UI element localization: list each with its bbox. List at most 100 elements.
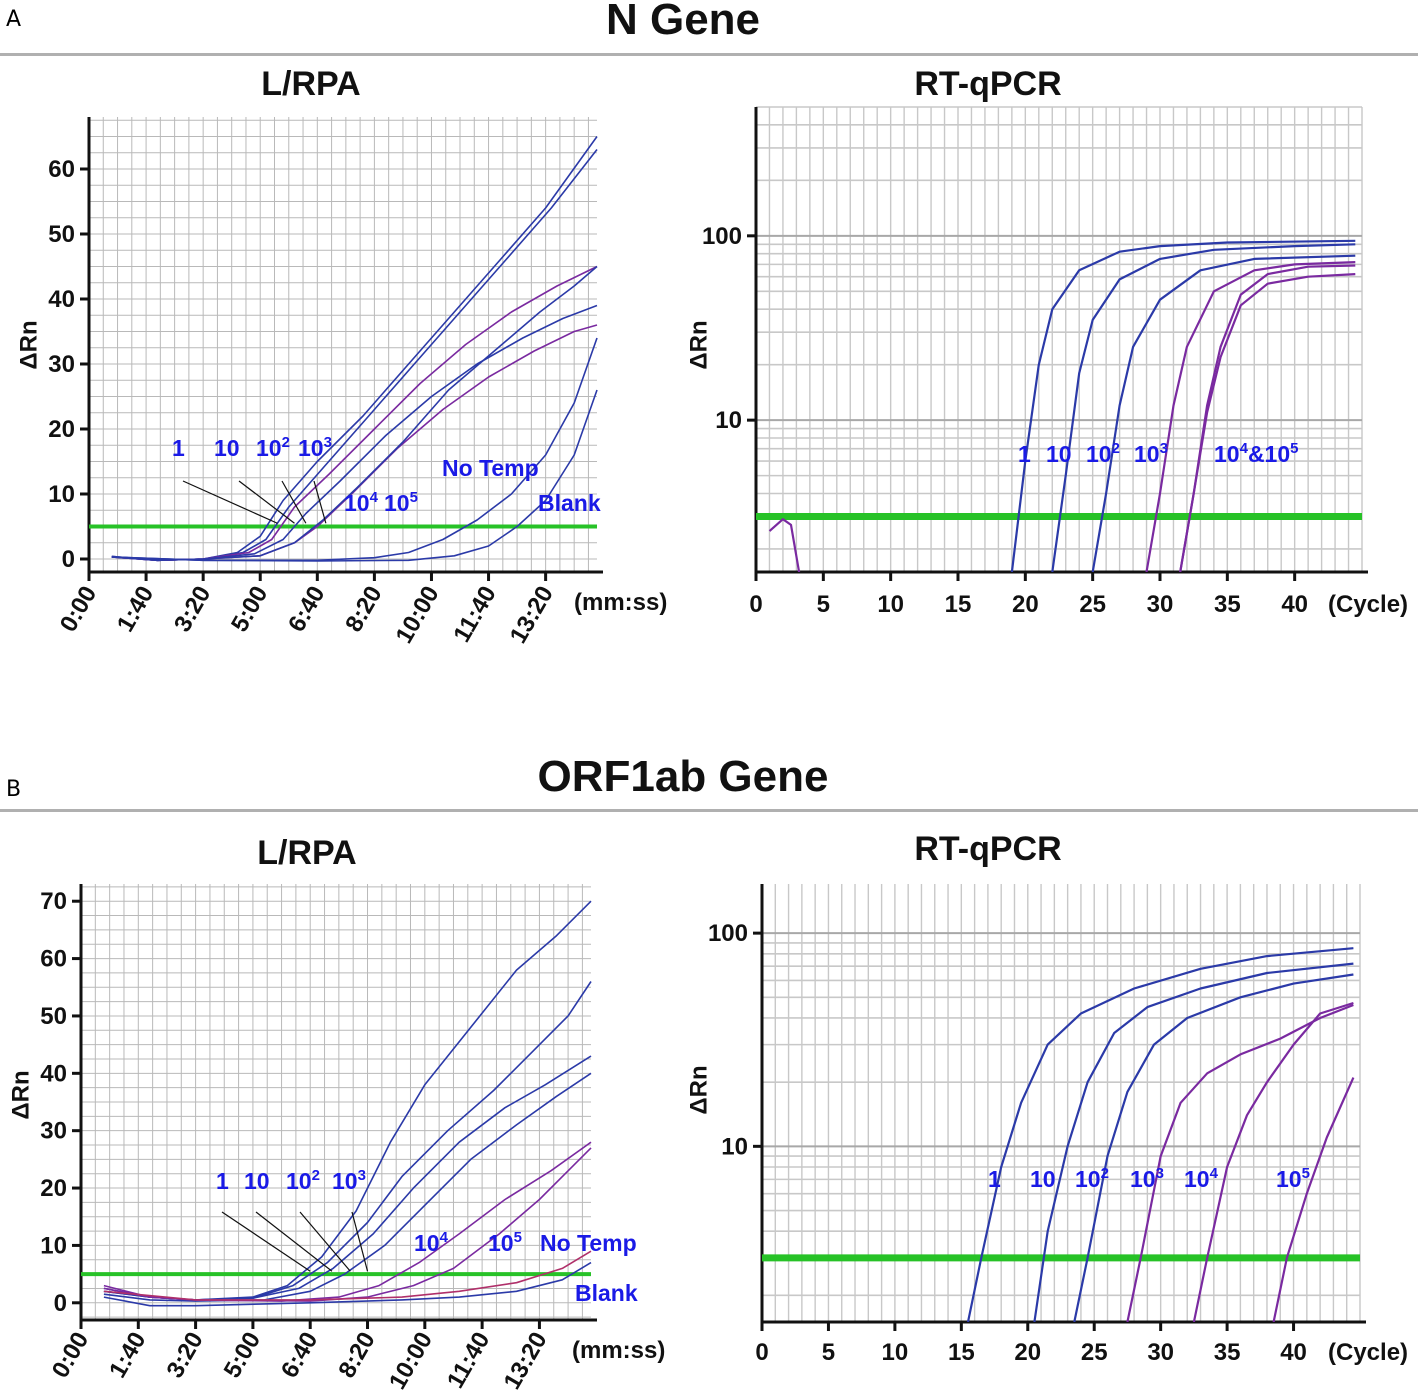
annotation-label: 102 <box>286 1167 320 1194</box>
x-tick-label: 8:20 <box>340 582 387 637</box>
annotation-label: 10 <box>1030 1166 1056 1192</box>
series-line-7 <box>768 518 801 572</box>
x-unit-label: (mm:ss) <box>572 1337 665 1364</box>
grid <box>88 117 597 572</box>
y-tick-label: 100 <box>708 920 748 947</box>
chart-title: RT-qPCR <box>914 65 1061 103</box>
annotation-label: Blank <box>538 490 601 516</box>
annotation-label: 10 <box>1046 441 1072 467</box>
x-tick-label: 5:00 <box>226 582 273 637</box>
y-tick-label: 10 <box>40 1232 67 1259</box>
annotation-leader <box>238 480 295 524</box>
x-tick-label: 0:00 <box>47 1328 94 1383</box>
annotation-label: 103 <box>298 434 332 461</box>
x-tick-label: 0 <box>755 1339 768 1366</box>
annotation-label: 103 <box>332 1167 366 1194</box>
x-tick-label: 0 <box>749 591 762 618</box>
annotation-label: 102 <box>1075 1165 1109 1192</box>
series-line-8 <box>103 1261 592 1307</box>
x-tick-label: 40 <box>1281 591 1308 618</box>
annotation-leader <box>299 1211 351 1272</box>
series-line-4 <box>1145 261 1356 572</box>
x-tick-label: 30 <box>1147 591 1174 618</box>
series-line-7 <box>103 1250 592 1301</box>
y-tick-label: 50 <box>48 221 75 248</box>
x-tick-label: 15 <box>945 591 972 618</box>
annotation-leader <box>182 480 278 524</box>
x-unit-label: (Cycle) <box>1328 591 1408 618</box>
series-line-3 <box>1073 973 1354 1322</box>
x-tick-label: 10 <box>882 1339 909 1366</box>
series-line-6 <box>1179 273 1356 572</box>
y-tick-label: 70 <box>40 888 67 915</box>
annotation-label: 10 <box>214 435 240 461</box>
x-tick-label: 20 <box>1012 591 1039 618</box>
x-tick-label: 0:00 <box>55 582 102 637</box>
grid <box>762 884 1361 1322</box>
annotation-leader <box>351 1211 369 1272</box>
x-tick-label: 3:20 <box>161 1328 208 1383</box>
annotation-label: 105 <box>1276 1165 1310 1192</box>
x-tick-label: 40 <box>1280 1339 1307 1366</box>
y-tick-label: 10 <box>715 407 742 434</box>
annotation-label: Blank <box>575 1280 638 1306</box>
y-axis-label: ΔRn <box>685 1065 712 1114</box>
annotation-label: 104 <box>1184 1165 1219 1192</box>
series-line-2 <box>1033 962 1354 1322</box>
x-tick-label: 20 <box>1014 1339 1041 1366</box>
x-tick-label: 5 <box>822 1339 835 1366</box>
gene-title-b: ORF1ab Gene <box>538 752 829 801</box>
chart-orf1ab-gene-lrpa: L/RPA ΔRn 0 10 20 30 40 50 60 70 0:00 1:40 3:20 5:00 6… <box>7 834 665 1394</box>
annotation-label: No Temp <box>442 455 539 481</box>
series-group <box>103 900 592 1307</box>
series-line-2 <box>103 981 592 1301</box>
annotation-label: 104 <box>344 489 379 516</box>
x-tick-label: 11:40 <box>442 1328 495 1394</box>
annotation-label: 1 <box>172 435 185 461</box>
panel-letter-a: A <box>6 7 21 32</box>
annotation-label: 102 <box>256 434 290 461</box>
x-tick-label: 5 <box>817 591 830 618</box>
y-tick-label: 30 <box>48 351 75 378</box>
annotation-label: 104 <box>414 1229 449 1256</box>
x-tick-label: 35 <box>1214 1339 1241 1366</box>
annotation-label: 1 <box>216 1168 229 1194</box>
series-line-6 <box>1272 1077 1355 1322</box>
x-tick-label: 10:00 <box>391 582 445 649</box>
series-line-6 <box>111 265 598 562</box>
annotation-label: 10 <box>244 1168 270 1194</box>
annotation-label: 105 <box>488 1229 522 1256</box>
annotation-label: 1 <box>1018 441 1031 467</box>
x-tick-label: 10:00 <box>384 1328 438 1395</box>
series-line-3 <box>111 265 598 562</box>
annotation-leader <box>281 480 307 524</box>
panel-letter-b: B <box>6 777 21 802</box>
x-tick-label: 25 <box>1079 591 1106 618</box>
annotation-label: No Temp <box>540 1230 637 1256</box>
series-line-5 <box>1192 1001 1354 1322</box>
annotation-label: 105 <box>384 489 418 516</box>
chart-title: RT-qPCR <box>914 830 1061 868</box>
panel-b-divider <box>0 809 1418 812</box>
x-tick-label: 13:20 <box>499 1328 553 1395</box>
y-tick-label: 0 <box>62 546 75 573</box>
annotation-leader <box>221 1211 311 1272</box>
x-tick-label: 35 <box>1214 591 1241 618</box>
x-tick-label: 1:40 <box>104 1328 151 1383</box>
y-tick-label: 0 <box>54 1290 67 1317</box>
chart-orf1ab-gene-rtqpcr: RT-qPCR ΔRn 10 100 0 5 10 15 20 25 30 35 40 (Cycle) 1 1… <box>685 830 1408 1366</box>
y-tick-label: 20 <box>48 416 75 443</box>
x-tick-label: 10 <box>877 591 904 618</box>
annotation-label: 1 <box>988 1166 1001 1192</box>
x-tick-label: 1:40 <box>112 582 159 637</box>
annotation-label: 102 <box>1086 440 1120 467</box>
x-tick-label: 5:00 <box>219 1328 266 1383</box>
y-tick-label: 30 <box>40 1118 67 1145</box>
annotation-leader <box>255 1211 333 1272</box>
chart-title: L/RPA <box>257 834 356 872</box>
series-line-4 <box>1126 1003 1354 1322</box>
x-unit-label: (mm:ss) <box>574 589 667 616</box>
series-group <box>966 947 1355 1322</box>
